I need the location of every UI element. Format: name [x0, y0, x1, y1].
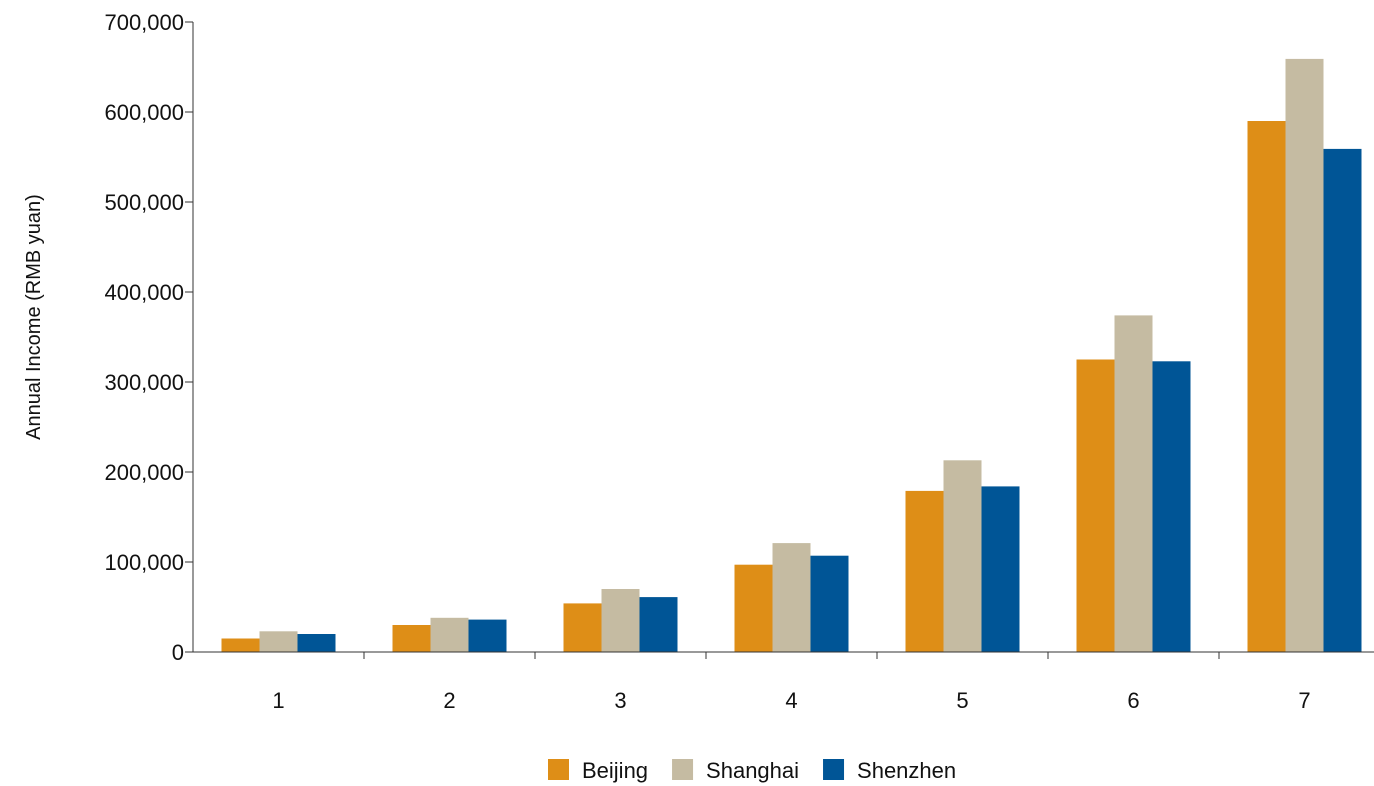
x-tick-label: 4 — [785, 688, 797, 713]
y-tick-label: 300,000 — [104, 370, 184, 395]
bar-beijing-4 — [734, 564, 773, 652]
x-tick-label: 7 — [1298, 688, 1310, 713]
x-tick-label: 6 — [1127, 688, 1139, 713]
bar-beijing-7 — [1247, 121, 1286, 652]
x-tick-label: 2 — [443, 688, 455, 713]
legend-label-shenzhen: Shenzhen — [857, 758, 956, 783]
legend-label-shanghai: Shanghai — [706, 758, 799, 783]
legend-swatch-shanghai — [672, 759, 694, 780]
bar-shanghai-2 — [430, 617, 469, 652]
bar-beijing-1 — [221, 638, 260, 652]
bar-beijing-6 — [1076, 359, 1115, 652]
y-tick-label: 400,000 — [104, 280, 184, 305]
legend-swatch-shenzhen — [823, 759, 845, 780]
x-tick-label: 5 — [956, 688, 968, 713]
y-tick-label: 500,000 — [104, 190, 184, 215]
bar-shanghai-6 — [1114, 315, 1153, 652]
bar-shenzhen-4 — [810, 555, 849, 652]
bar-shanghai-7 — [1285, 58, 1324, 652]
x-tick-label: 3 — [614, 688, 626, 713]
bar-shanghai-4 — [772, 543, 811, 652]
y-tick-label: 600,000 — [104, 100, 184, 125]
y-tick-label: 100,000 — [104, 550, 184, 575]
plot-area: 0 100,000 200,000 300,000 400,000 500,000 600,… — [104, 10, 1374, 713]
x-tick-label: 1 — [272, 688, 284, 713]
y-axis-label: Annual Income (RMB yuan) — [23, 194, 45, 440]
bar-shenzhen-3 — [639, 597, 678, 652]
bar-shanghai-1 — [259, 631, 298, 652]
bar-beijing-3 — [563, 603, 602, 652]
bar-shanghai-5 — [943, 460, 982, 652]
y-tick-label: 0 — [172, 640, 184, 665]
bar-beijing-2 — [392, 625, 431, 652]
y-tick-label: 200,000 — [104, 460, 184, 485]
bar-shenzhen-2 — [468, 619, 507, 652]
bar-shenzhen-5 — [981, 486, 1020, 652]
legend-label-beijing: Beijing — [582, 758, 648, 783]
bar-shanghai-3 — [601, 589, 640, 652]
bar-shenzhen-1 — [297, 634, 336, 652]
y-tick-label: 700,000 — [104, 10, 184, 35]
legend: Beijing Shanghai Shenzhen — [548, 758, 956, 783]
bar-shenzhen-6 — [1152, 361, 1191, 652]
legend-swatch-beijing — [548, 759, 569, 780]
bar-beijing-5 — [905, 490, 944, 652]
bar-shenzhen-7 — [1323, 148, 1362, 652]
